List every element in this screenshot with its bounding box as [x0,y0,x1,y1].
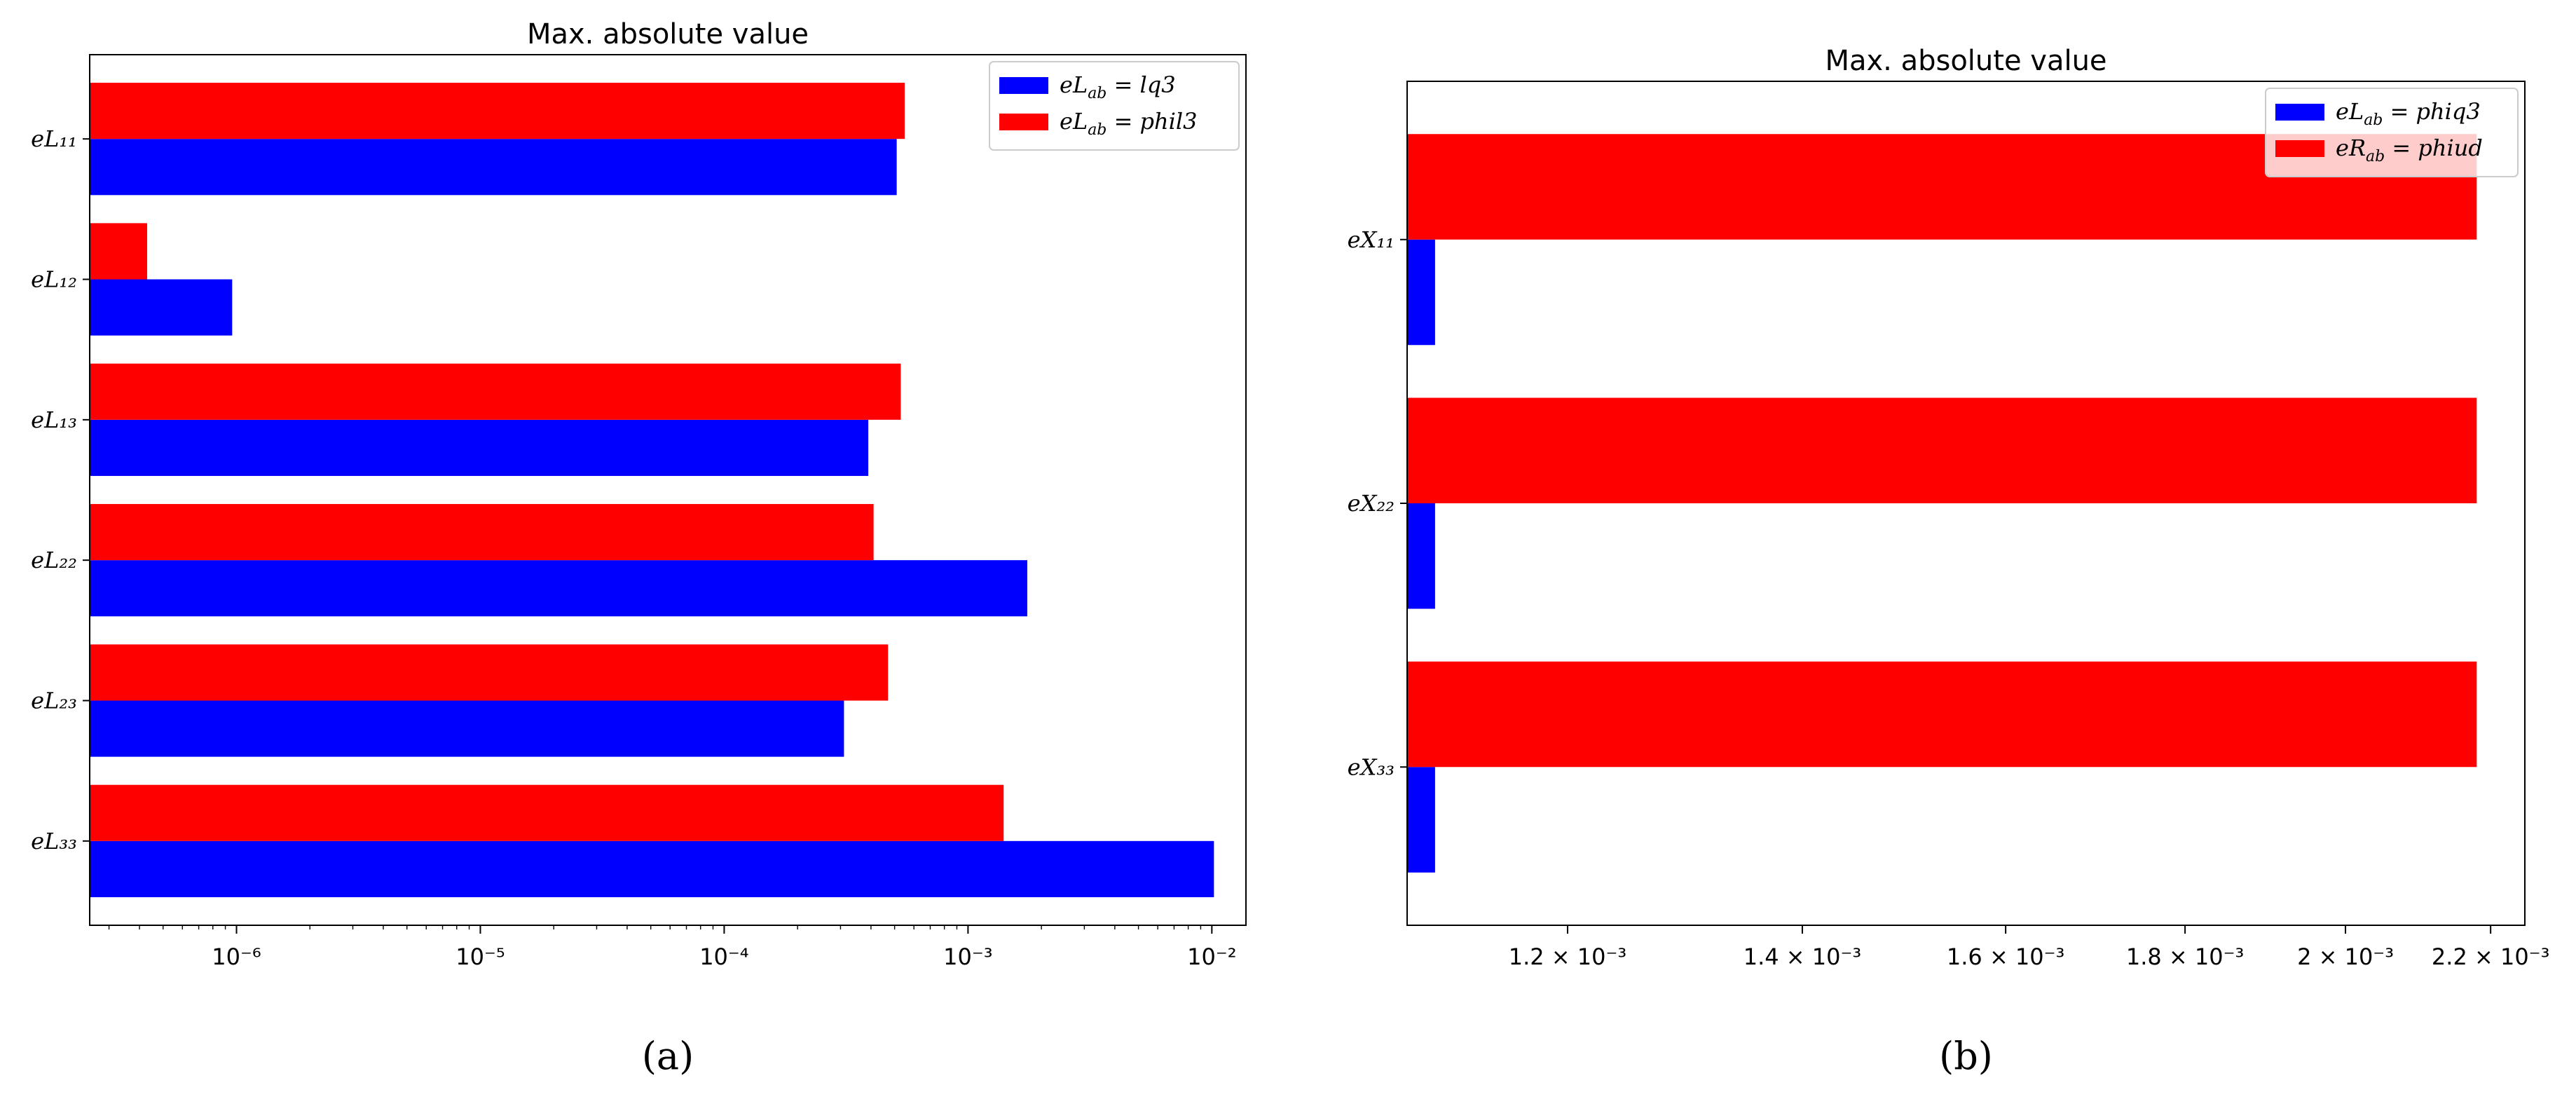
x-tick-label: 10⁻² [1187,943,1236,970]
legend-label: eLab = lq3 [1060,71,1176,102]
bar-blue-1 [90,139,897,196]
bar-red-3 [1407,661,2477,768]
bar-blue-3 [1407,767,1435,873]
chart-title: Max. absolute value [1825,45,2106,77]
legend-swatch-red [2275,140,2324,157]
bar-blue-5 [90,700,844,757]
chart-b: eX₁₁ eX₂₂ eX₃₃ 1.2 × 10⁻³ 1.4 × 10⁻³ 1.6 × 10… [1348,45,2550,1078]
legend [989,61,1240,151]
category-label: eL₂₂ [31,547,77,573]
category-label: eL₁₂ [31,266,77,293]
panel-caption: (b) [1939,1034,1993,1078]
bar-red-1 [90,83,905,139]
legend-label: eLab = phiq3 [2336,98,2481,129]
bar-red-2 [1407,397,2477,503]
legend-label: eLab = phil3 [1060,108,1197,139]
bar-blue-3 [90,419,869,476]
panel-caption: (a) [642,1034,694,1078]
x-tick-label: 1.2 × 10⁻³ [1509,943,1626,970]
bar-red-5 [90,644,889,701]
bar-blue-1 [1407,239,1435,346]
category-label: eL₁₁ [31,125,77,152]
bar-red-2 [90,223,147,280]
bar-blue-6 [90,840,1214,897]
x-tick-label: 10⁻⁴ [699,943,748,970]
bar-blue-2 [1407,503,1435,609]
bar-red-6 [90,784,1004,841]
x-tick-label: 1.8 × 10⁻³ [2126,943,2244,970]
bar-blue-2 [90,279,233,336]
legend-swatch-blue [2275,104,2324,121]
bar-red-4 [90,504,874,561]
legend-label: eRab = phiud [2336,135,2483,165]
category-label: eL₁₃ [31,407,77,433]
legend-swatch-blue [999,77,1048,94]
x-tick-label: 10⁻⁶ [212,943,261,970]
category-label: eL₃₃ [31,828,77,854]
category-label: eX₃₃ [1348,754,1395,780]
category-label: eX₁₁ [1348,226,1395,253]
chart-a: eL₁₁ eL₁₂ eL₁₃ eL₂₂ eL₂₃ eL₃₃ 10⁻⁶ 10⁻⁵ 10⁻⁴ 10⁻³… [31,18,1247,1078]
x-tick-label: 1.6 × 10⁻³ [1947,943,2064,970]
x-tick-label: 10⁻⁵ [455,943,505,970]
plot-frame [89,54,1247,926]
legend-swatch-red [999,114,1048,130]
x-tick-label: 1.4 × 10⁻³ [1743,943,1861,970]
bar-blue-4 [90,560,1027,617]
x-tick-label: 2 × 10⁻³ [2297,943,2394,970]
category-label: eX₂₂ [1348,490,1395,517]
chart-title: Max. absolute value [527,18,809,50]
bar-red-3 [90,363,901,420]
x-tick-label: 2.2 × 10⁻³ [2432,943,2549,970]
x-tick-label: 10⁻³ [943,943,992,970]
category-label: eL₂₃ [31,687,77,714]
legend [2265,88,2519,177]
